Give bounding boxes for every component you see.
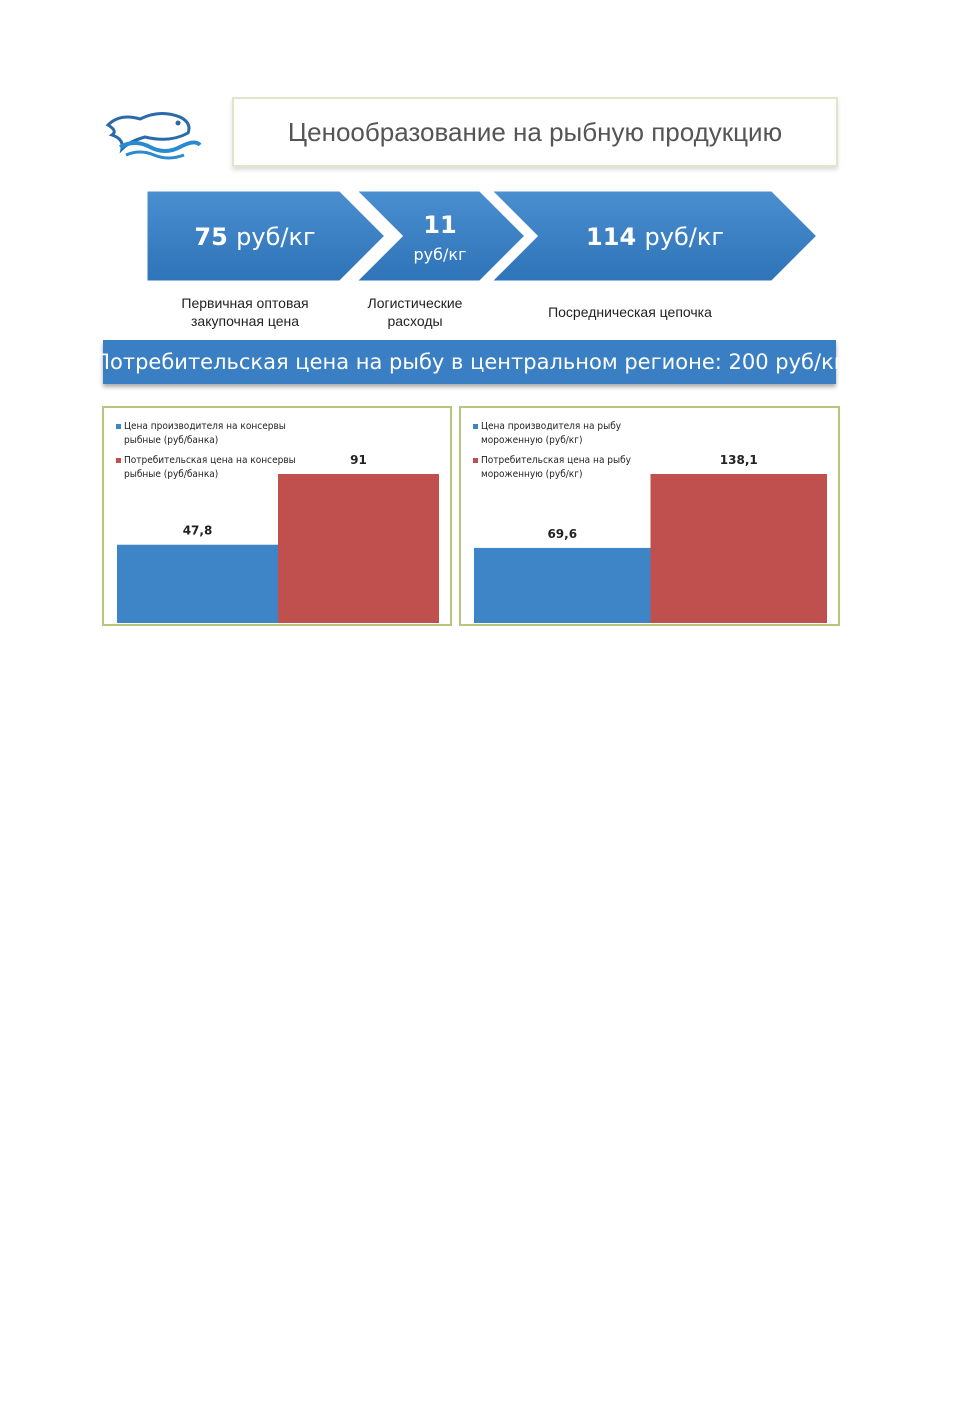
chevron bbox=[351, 188, 529, 284]
flow-number: 11 bbox=[423, 211, 456, 239]
legend-item: Потребительская цена на консервы рыбные … bbox=[116, 454, 316, 482]
data-label: 138,1 bbox=[720, 453, 758, 467]
legend-label: Цена производителя на консервы рыбные (р… bbox=[124, 421, 286, 446]
data-label: 91 bbox=[350, 453, 367, 467]
flow-value: 114 руб/кг bbox=[586, 223, 724, 251]
fish-logo bbox=[105, 112, 202, 160]
banner: Потребительская цена на рыбу в центральн… bbox=[94, 340, 845, 384]
bar bbox=[650, 474, 827, 623]
flow-unit: руб/кг bbox=[645, 223, 724, 251]
legend-swatch bbox=[473, 424, 478, 429]
legend: Цена производителя на рыбу мороженную (р… bbox=[473, 420, 673, 488]
legend-item: Цена производителя на рыбу мороженную (р… bbox=[473, 420, 673, 448]
legend-label: Потребительская цена на консервы рыбные … bbox=[124, 455, 296, 480]
legend-item: Потребительская цена на рыбу мороженную … bbox=[473, 454, 673, 482]
flow-caption: Логистические расходы bbox=[367, 295, 463, 329]
legend-item: Цена производителя на консервы рыбные (р… bbox=[116, 420, 316, 448]
legend-label: Потребительская цена на рыбу мороженную … bbox=[481, 455, 631, 480]
legend-swatch bbox=[116, 458, 121, 463]
flow-value: 75 руб/кг bbox=[194, 223, 315, 251]
bar bbox=[117, 544, 278, 623]
legend-swatch bbox=[473, 458, 478, 463]
flow-caption: Первичная оптовая закупочная цена bbox=[181, 295, 309, 329]
chart: 47,8 91 Цена производителя на консервы рыб… bbox=[102, 406, 452, 626]
flow-arrows: 75 руб/кг 11 руб/кг 114 руб/кг bbox=[144, 188, 821, 284]
chart: 69,6 138,1 Цена производителя на рыбу моро… bbox=[459, 406, 840, 626]
legend-swatch bbox=[116, 424, 121, 429]
flow-unit: руб/кг bbox=[414, 245, 467, 264]
title: Ценообразование на рыбную продукцию bbox=[232, 97, 838, 167]
data-label: 47,8 bbox=[183, 524, 213, 538]
plot: 47,8 91 bbox=[117, 453, 439, 623]
chevron bbox=[486, 188, 821, 284]
flow-caption: Посредническая цепочка bbox=[548, 304, 712, 320]
plot: 69,6 138,1 bbox=[474, 453, 827, 623]
legend-label: Цена производителя на рыбу мороженную (р… bbox=[481, 421, 622, 446]
legend: Цена производителя на консервы рыбные (р… bbox=[116, 420, 316, 488]
data-label: 69,6 bbox=[547, 527, 577, 541]
chevron bbox=[144, 188, 389, 284]
flow-number: 114 bbox=[586, 223, 636, 251]
flow-number: 75 bbox=[194, 223, 227, 251]
bar bbox=[278, 474, 439, 623]
bar bbox=[474, 547, 651, 623]
flow-unit: руб/кг bbox=[236, 223, 315, 251]
